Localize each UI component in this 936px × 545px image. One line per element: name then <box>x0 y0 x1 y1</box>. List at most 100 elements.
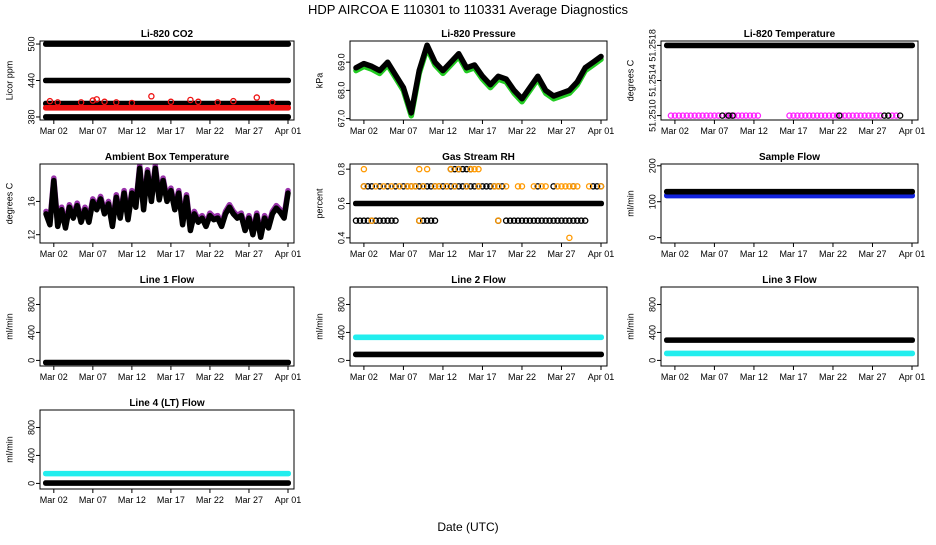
x-tick-label: Apr 01 <box>899 249 926 259</box>
series-pressure-black <box>353 42 604 116</box>
data-point <box>459 165 466 173</box>
data-point <box>585 183 593 190</box>
data-point <box>194 98 202 106</box>
data-point <box>356 217 364 224</box>
data-point <box>534 183 542 190</box>
data-point <box>574 183 581 190</box>
data-point <box>550 217 557 224</box>
data-point <box>725 112 732 119</box>
y-tick-label: 51.2518 <box>647 29 657 62</box>
y-axis-label: degrees C <box>4 182 14 224</box>
y-tick-label: 12 <box>26 230 36 240</box>
series-rh-0.5-segment <box>352 217 589 224</box>
x-tick-label: Mar 02 <box>40 372 68 382</box>
figure-title: HDP AIRCOA E 110301 to 110331 Average Di… <box>308 2 628 17</box>
y-axis-label: degrees C <box>625 59 635 101</box>
panel-series <box>43 41 291 120</box>
x-tick-label: Apr 01 <box>899 372 926 382</box>
x-tick-label: Mar 12 <box>118 495 146 505</box>
data-point <box>447 165 455 173</box>
x-tick-label: Mar 07 <box>79 372 107 382</box>
data-point <box>269 99 276 106</box>
data-point <box>687 112 694 119</box>
panel-frame <box>39 409 295 490</box>
data-point <box>566 217 573 224</box>
data-point <box>589 183 597 190</box>
y-tick-label: 68.0 <box>336 82 346 100</box>
data-point <box>522 217 530 224</box>
data-point <box>431 183 439 190</box>
data-point <box>861 112 868 119</box>
data-point <box>530 217 538 224</box>
data-point <box>447 183 455 190</box>
data-point <box>483 183 490 190</box>
x-tick-label: Mar 17 <box>468 249 496 259</box>
series-ref-low <box>43 105 291 111</box>
data-point <box>869 112 876 119</box>
panel-frame <box>349 40 608 121</box>
series-rh-0.6 <box>353 200 604 207</box>
panel-series <box>353 42 604 119</box>
data-point <box>498 183 506 190</box>
x-tick-label: Mar 02 <box>350 372 378 382</box>
data-point <box>471 183 478 190</box>
panel-frame <box>660 286 919 367</box>
data-point <box>167 98 175 106</box>
data-point <box>471 165 478 173</box>
series-ref-mid <box>43 77 291 84</box>
x-tick-label: Apr 01 <box>275 495 302 505</box>
data-point <box>790 112 797 119</box>
data-point <box>495 183 502 190</box>
x-tick-label: Mar 07 <box>389 372 417 382</box>
series-line1-black <box>43 359 291 366</box>
y-tick-label: 400 <box>336 325 346 340</box>
data-point <box>463 165 470 173</box>
data-point <box>813 112 821 119</box>
panel-10: Line 4 (LT) Flow Mar 02 Mar 07 Mar 12 Mar 17… <box>4 398 301 505</box>
series-rh-orange <box>360 165 605 242</box>
x-tick-label: Mar 17 <box>779 126 807 136</box>
y-tick-label: 200 <box>647 158 657 173</box>
panel-series <box>353 334 604 358</box>
panel-frame <box>39 286 295 367</box>
panel-title: Line 4 (LT) Flow <box>129 398 205 409</box>
x-tick-label: Mar 02 <box>661 249 689 259</box>
figure-xlabel: Date (UTC) <box>437 520 498 534</box>
y-tick-label: 0 <box>336 358 346 363</box>
data-point <box>439 183 447 190</box>
panel-2: Li-820 Pressure Mar 02 Mar 07 Mar 12 Mar 17 M… <box>314 29 614 136</box>
series-sample <box>43 100 291 107</box>
data-point <box>873 112 880 119</box>
data-point <box>679 112 687 119</box>
data-point <box>695 112 702 119</box>
y-axis-label: percent <box>314 188 324 219</box>
panel-9: Line 3 Flow Mar 02 Mar 07 Mar 12 Mar 17 Mar 2… <box>625 275 925 382</box>
data-point <box>514 217 522 224</box>
y-tick-label: 0 <box>26 358 36 363</box>
y-tick-label: 800 <box>336 297 346 312</box>
panel-series <box>43 470 291 486</box>
x-tick-label: Mar 27 <box>547 126 575 136</box>
panel-series <box>664 337 915 357</box>
x-tick-label: Mar 27 <box>547 249 575 259</box>
data-point <box>77 99 85 106</box>
data-point <box>885 112 892 119</box>
panel-7: Line 1 Flow Mar 02 Mar 07 Mar 12 Mar 17 Mar 2… <box>4 275 301 382</box>
data-point <box>368 217 376 224</box>
x-tick-label: Mar 12 <box>429 126 457 136</box>
x-tick-label: Mar 07 <box>389 126 417 136</box>
x-tick-label: Mar 02 <box>40 495 68 505</box>
x-tick-label: Mar 27 <box>858 372 886 382</box>
data-point <box>404 183 411 190</box>
data-point <box>128 99 136 107</box>
data-point <box>683 112 691 119</box>
panel-frame <box>660 163 919 244</box>
y-tick-label: 0.6 <box>336 197 346 210</box>
data-point <box>825 112 833 119</box>
panel-4: Ambient Box Temperature Mar 02 Mar 07 Mar 1… <box>4 152 301 259</box>
data-point <box>892 112 900 119</box>
x-tick-label: Mar 27 <box>235 126 263 136</box>
data-point <box>388 183 395 190</box>
y-tick-label: 800 <box>26 297 36 312</box>
